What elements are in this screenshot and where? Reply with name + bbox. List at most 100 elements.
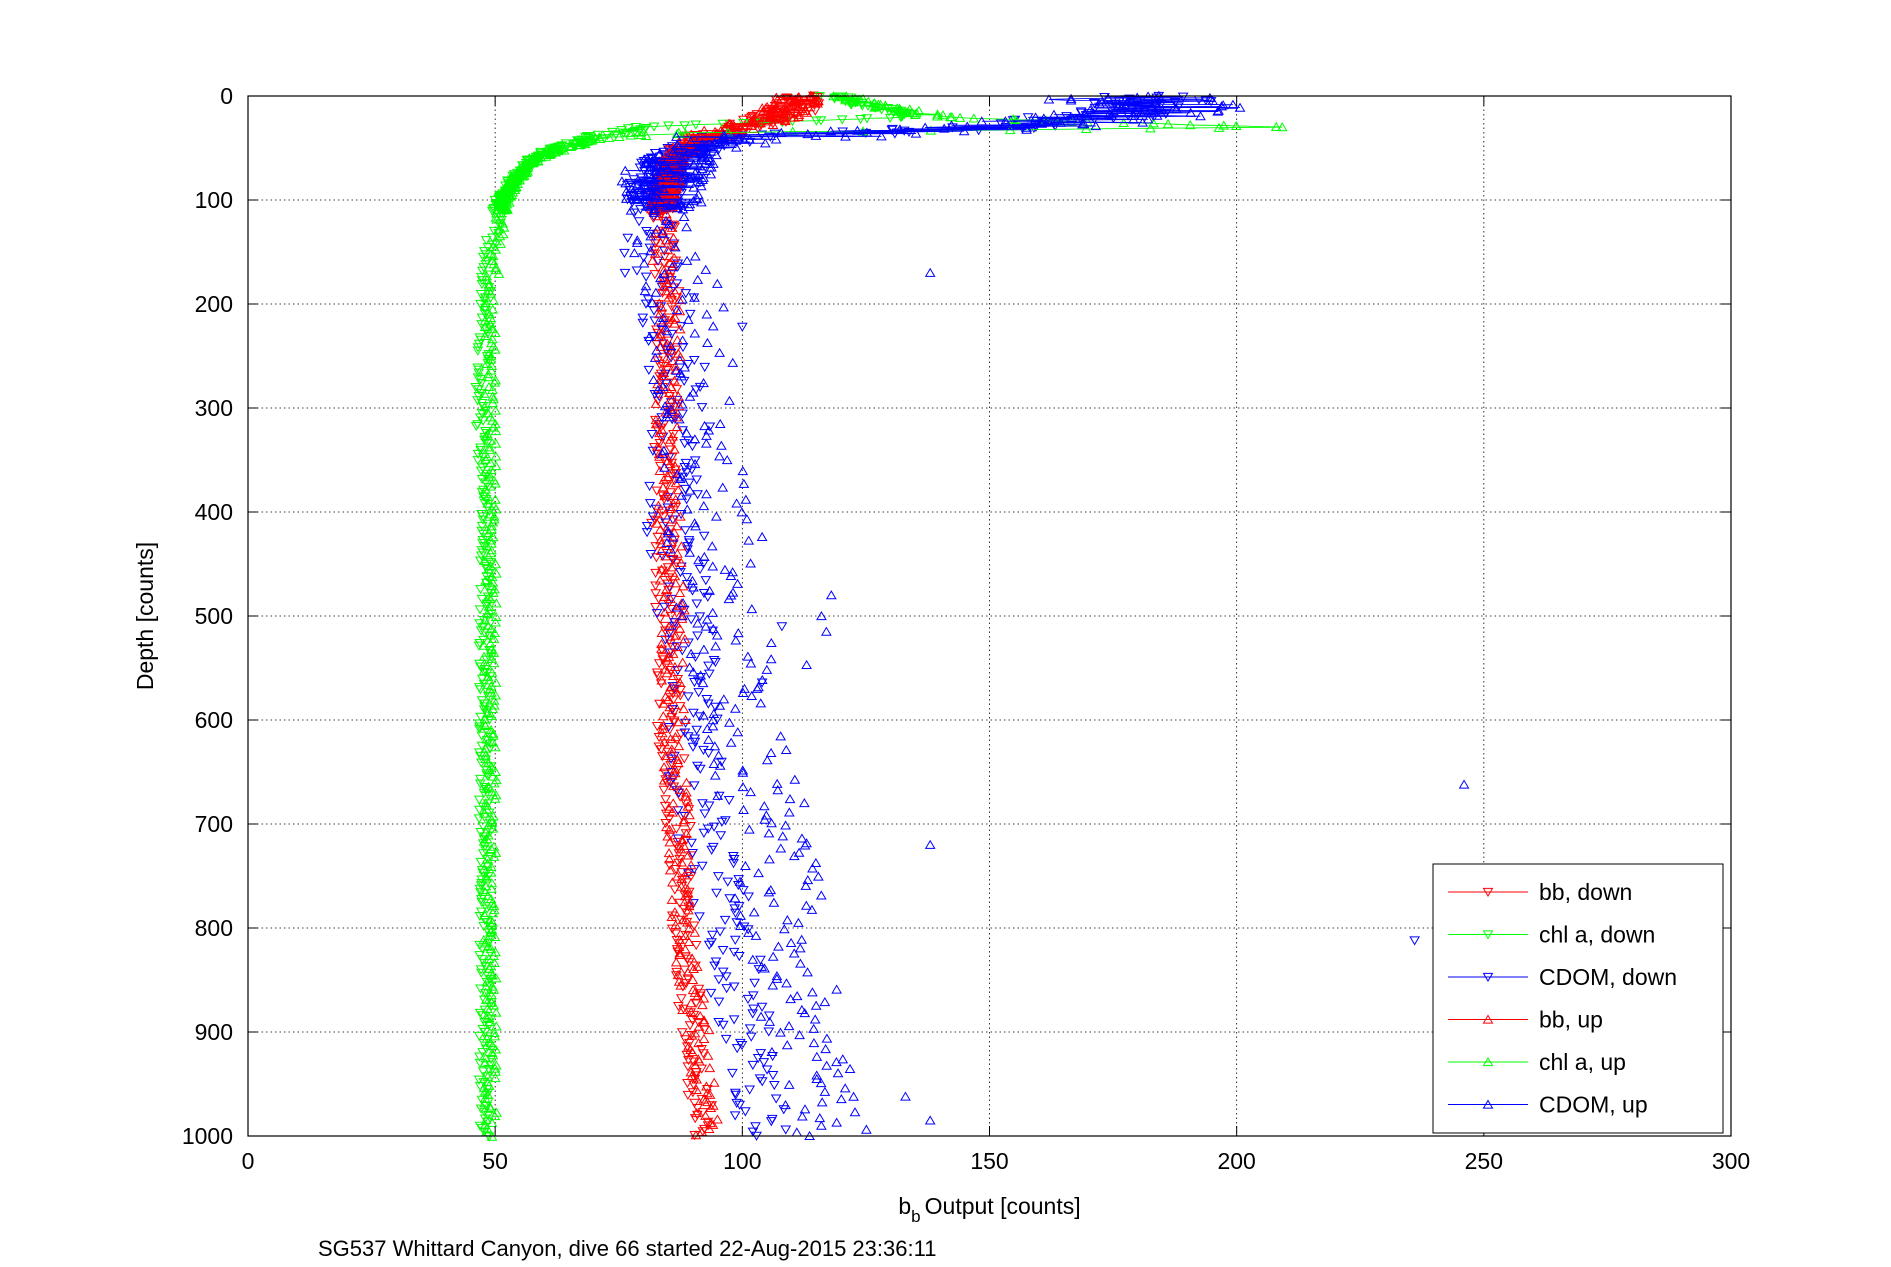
data-point: [1227, 99, 1239, 109]
data-point: [707, 626, 719, 636]
data-point: [480, 431, 492, 441]
data-point: [739, 683, 750, 693]
data-point: [689, 434, 701, 444]
data-point: [487, 304, 499, 314]
data-point: [703, 661, 714, 671]
data-point: [489, 327, 501, 337]
data-point: [517, 171, 529, 181]
data-point: [797, 99, 809, 110]
data-point: [829, 94, 840, 104]
data-point: [691, 1084, 702, 1094]
data-point: [660, 818, 672, 829]
data-point: [713, 791, 725, 801]
data-point: [767, 951, 779, 961]
data-point: [650, 581, 661, 591]
data-point: [486, 334, 498, 344]
data-point: [761, 755, 773, 765]
data-point: [480, 783, 492, 793]
data-point: [486, 360, 498, 370]
data-point: [699, 420, 710, 431]
data-point: [475, 626, 487, 636]
data-point: [747, 954, 759, 964]
data-point: [703, 669, 715, 679]
data-point: [781, 1040, 793, 1050]
outlier-point-up: [820, 626, 832, 636]
data-point: [666, 744, 678, 754]
y-tick-label: 1000: [182, 1123, 233, 1149]
data-point: [674, 784, 686, 794]
series-chl-a-up: [478, 91, 1288, 1141]
data-point: [692, 631, 703, 641]
legend-swatch-marker: [1482, 1056, 1494, 1067]
data-point: [488, 984, 500, 994]
data-point: [755, 698, 767, 708]
data-point: [489, 742, 501, 752]
data-point: [689, 927, 701, 937]
y-tick-label: 200: [195, 291, 233, 317]
data-point: [718, 132, 730, 142]
data-point: [765, 108, 776, 118]
data-point: [744, 1085, 756, 1095]
data-point: [490, 617, 501, 627]
data-point: [658, 367, 670, 377]
data-point: [713, 997, 725, 1007]
data-point: [682, 692, 694, 702]
data-point: [662, 831, 674, 841]
data-point: [477, 1011, 489, 1021]
x-tick-label: 250: [1465, 1148, 1503, 1174]
data-point: [671, 304, 683, 315]
data-point: [480, 298, 492, 308]
data-point: [693, 1021, 705, 1031]
data-point: [482, 408, 494, 418]
data-point: [815, 1120, 827, 1130]
data-point: [664, 865, 676, 875]
data-point: [642, 295, 654, 305]
data-point: [742, 925, 754, 935]
data-point: [703, 734, 714, 744]
data-point: [487, 970, 498, 980]
data-point: [475, 888, 486, 898]
data-point: [692, 761, 703, 771]
data-point: [669, 906, 681, 917]
data-point: [472, 396, 483, 406]
data-point: [487, 391, 499, 401]
data-point: [475, 662, 486, 672]
data-point: [740, 494, 752, 504]
data-point: [759, 138, 771, 148]
data-point: [692, 618, 704, 628]
data-point: [683, 900, 695, 911]
data-point: [691, 599, 703, 609]
data-point: [788, 112, 800, 122]
data-point: [640, 272, 652, 282]
data-point: [745, 117, 756, 127]
data-point: [683, 805, 695, 815]
data-point: [721, 454, 733, 465]
data-point: [482, 329, 493, 339]
data-point: [688, 159, 699, 169]
data-point: [678, 754, 690, 764]
data-point: [835, 1094, 847, 1104]
data-point: [771, 971, 783, 981]
data-point: [718, 694, 730, 704]
data-point: [670, 578, 681, 588]
data-point: [807, 863, 818, 873]
data-point: [668, 539, 679, 549]
data-point: [730, 1090, 742, 1100]
data-point: [682, 542, 694, 552]
data-point: [728, 859, 739, 869]
data-point: [481, 271, 493, 281]
data-point: [745, 558, 756, 568]
data-point: [1089, 103, 1101, 114]
data-point: [759, 110, 771, 120]
data-point: [661, 326, 673, 336]
data-point: [1061, 112, 1072, 122]
data-point: [689, 251, 701, 261]
data-point: [669, 764, 681, 774]
data-point: [675, 980, 687, 990]
data-point: [659, 491, 670, 501]
data-point: [800, 900, 812, 910]
data-point: [490, 1007, 502, 1017]
data-point: [668, 232, 679, 243]
data-point: [1048, 109, 1060, 119]
data-point: [638, 125, 650, 135]
